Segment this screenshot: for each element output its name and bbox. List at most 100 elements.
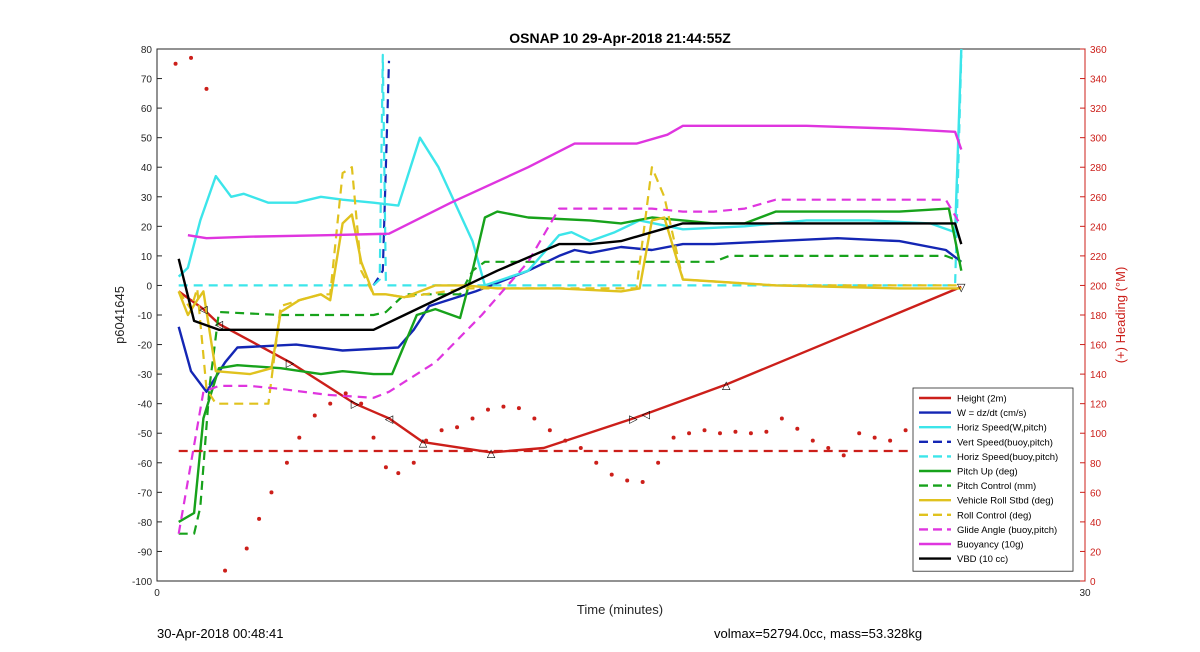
- y2-tick-label: 60: [1090, 488, 1102, 499]
- heading-point: [284, 460, 289, 465]
- y-tick-label: 40: [141, 163, 153, 174]
- y2-tick-label: 220: [1090, 252, 1107, 263]
- height-marker: ◁: [199, 303, 208, 316]
- heading-point: [764, 429, 769, 434]
- y2-tick-label: 200: [1090, 281, 1107, 292]
- heading-point: [826, 446, 831, 450]
- y-tick-label: 50: [141, 134, 153, 145]
- series-line-vehicle-roll-stbd-deg: [177, 213, 962, 376]
- heading-point: [396, 471, 401, 476]
- heading-point: [244, 546, 249, 551]
- heading-point: [687, 431, 692, 436]
- footer-timestamp: 30-Apr-2018 00:48:41: [157, 626, 284, 641]
- height-marker: ▽: [957, 281, 966, 294]
- heading-point: [547, 428, 552, 433]
- y2-tick-label: 320: [1090, 104, 1107, 115]
- y2-tick-label: 100: [1090, 429, 1107, 440]
- legend-label: Pitch Up (deg): [957, 467, 1018, 478]
- y-tick-label: 0: [146, 281, 152, 292]
- heading-point: [312, 413, 317, 418]
- heading-point: [702, 428, 707, 433]
- series-line-glide-angle-buoy-pitch: [177, 198, 963, 534]
- series-line-height-2m: [178, 285, 962, 454]
- chart-legend: Height (2m) W = dz/dt (cm/s) Horiz Speed(W…: [912, 387, 1074, 572]
- heading-point: [439, 428, 444, 433]
- heading-point: [640, 479, 645, 484]
- heading-point: [578, 446, 583, 450]
- height-marker: ◁: [385, 412, 394, 425]
- y-tick-label: 60: [141, 104, 153, 115]
- y2-tick-label: 280: [1090, 163, 1107, 174]
- y-tick-label: -90: [138, 547, 153, 558]
- footer-vehicle-info: volmax=52794.0cc, mass=53.328kg: [714, 626, 923, 641]
- height-marker: ▷: [286, 356, 295, 369]
- heading-point: [328, 401, 333, 406]
- heading-point: [841, 453, 846, 458]
- y-tick-label: 10: [141, 252, 153, 263]
- heading-point: [223, 568, 228, 573]
- chart-title: OSNAP 10 29-Apr-2018 21:44:55Z: [509, 30, 731, 46]
- height-marker: ▷: [351, 398, 360, 411]
- heading-point: [717, 431, 722, 436]
- left-axis-ticks: 80 70 60 50 40 30 20 10 0 -10 -20 -30 -40 -50 -60 -70 -8…: [132, 45, 162, 588]
- heading-point: [516, 406, 521, 411]
- y2-tick-label: 140: [1090, 370, 1107, 381]
- heading-point: [371, 435, 376, 440]
- height-marker: △: [487, 446, 496, 459]
- y2-tick-label: 120: [1090, 400, 1107, 411]
- series-line-vert-speed-buoy-pitch: [372, 60, 391, 286]
- heading-point: [204, 86, 209, 91]
- legend-label: Buoyancy (10g): [957, 540, 1024, 551]
- heading-point: [501, 404, 506, 409]
- y-tick-label: -30: [138, 370, 153, 381]
- heading-point: [888, 438, 893, 443]
- legend-label: Vert Speed(buoy,pitch): [957, 437, 1053, 448]
- heading-point: [470, 416, 475, 421]
- chart-canvas: OSNAP 10 29-Apr-2018 21:44:55Z 80 70 60 50 4…: [112, 30, 1128, 617]
- series-layer: [173, 48, 964, 573]
- heading-point: [343, 391, 348, 396]
- heading-point: [532, 416, 537, 421]
- legend-box: [912, 387, 1074, 572]
- y-tick-label: 30: [141, 193, 153, 204]
- heading-point: [872, 435, 877, 440]
- legend-label: Glide Angle (buoy,pitch): [957, 525, 1057, 536]
- heading-point: [903, 428, 908, 433]
- heading-point: [189, 55, 194, 60]
- y-tick-label: -100: [132, 577, 152, 588]
- y-tick-label: -50: [138, 429, 153, 440]
- heading-point: [656, 460, 661, 465]
- y2-tick-label: 240: [1090, 222, 1107, 233]
- y-tick-label: -80: [138, 518, 153, 529]
- y2-tick-label: 20: [1090, 547, 1102, 558]
- heading-point: [594, 460, 599, 465]
- heading-point: [810, 438, 815, 443]
- heading-point: [455, 425, 460, 430]
- height-marker: ◁: [215, 318, 224, 331]
- y-tick-label: -60: [138, 459, 153, 470]
- x-axis-ticks: 0 30: [154, 588, 1091, 599]
- heading-point: [857, 431, 862, 436]
- series-line-horiz-speed-w-pitch: [177, 48, 963, 287]
- legend-label: Horiz Speed(W,pitch): [957, 423, 1047, 434]
- x-tick-label: 0: [154, 588, 160, 599]
- y-tick-label: 80: [141, 45, 153, 56]
- y-tick-label: 70: [141, 75, 153, 86]
- series-line-pitch-up-deg: [178, 207, 963, 523]
- legend-label: Roll Control (deg): [957, 510, 1031, 521]
- y2-tick-label: 80: [1090, 459, 1102, 470]
- y-tick-label: -10: [138, 311, 153, 322]
- y2-tick-label: 0: [1090, 577, 1096, 588]
- height-marker: ◁: [642, 408, 651, 421]
- legend-label: Horiz Speed(buoy,pitch): [957, 452, 1058, 463]
- height-marker: △: [419, 436, 428, 449]
- y2-tick-label: 180: [1090, 311, 1107, 322]
- heading-point: [733, 429, 738, 434]
- heading-point: [173, 61, 178, 66]
- heading-point: [257, 516, 262, 521]
- heading-point: [625, 478, 630, 483]
- heading-point: [383, 465, 388, 470]
- heading-point: [671, 435, 676, 440]
- series-line-buoyancy-10g: [187, 124, 963, 240]
- series-line-vbd-10-cc: [177, 222, 963, 331]
